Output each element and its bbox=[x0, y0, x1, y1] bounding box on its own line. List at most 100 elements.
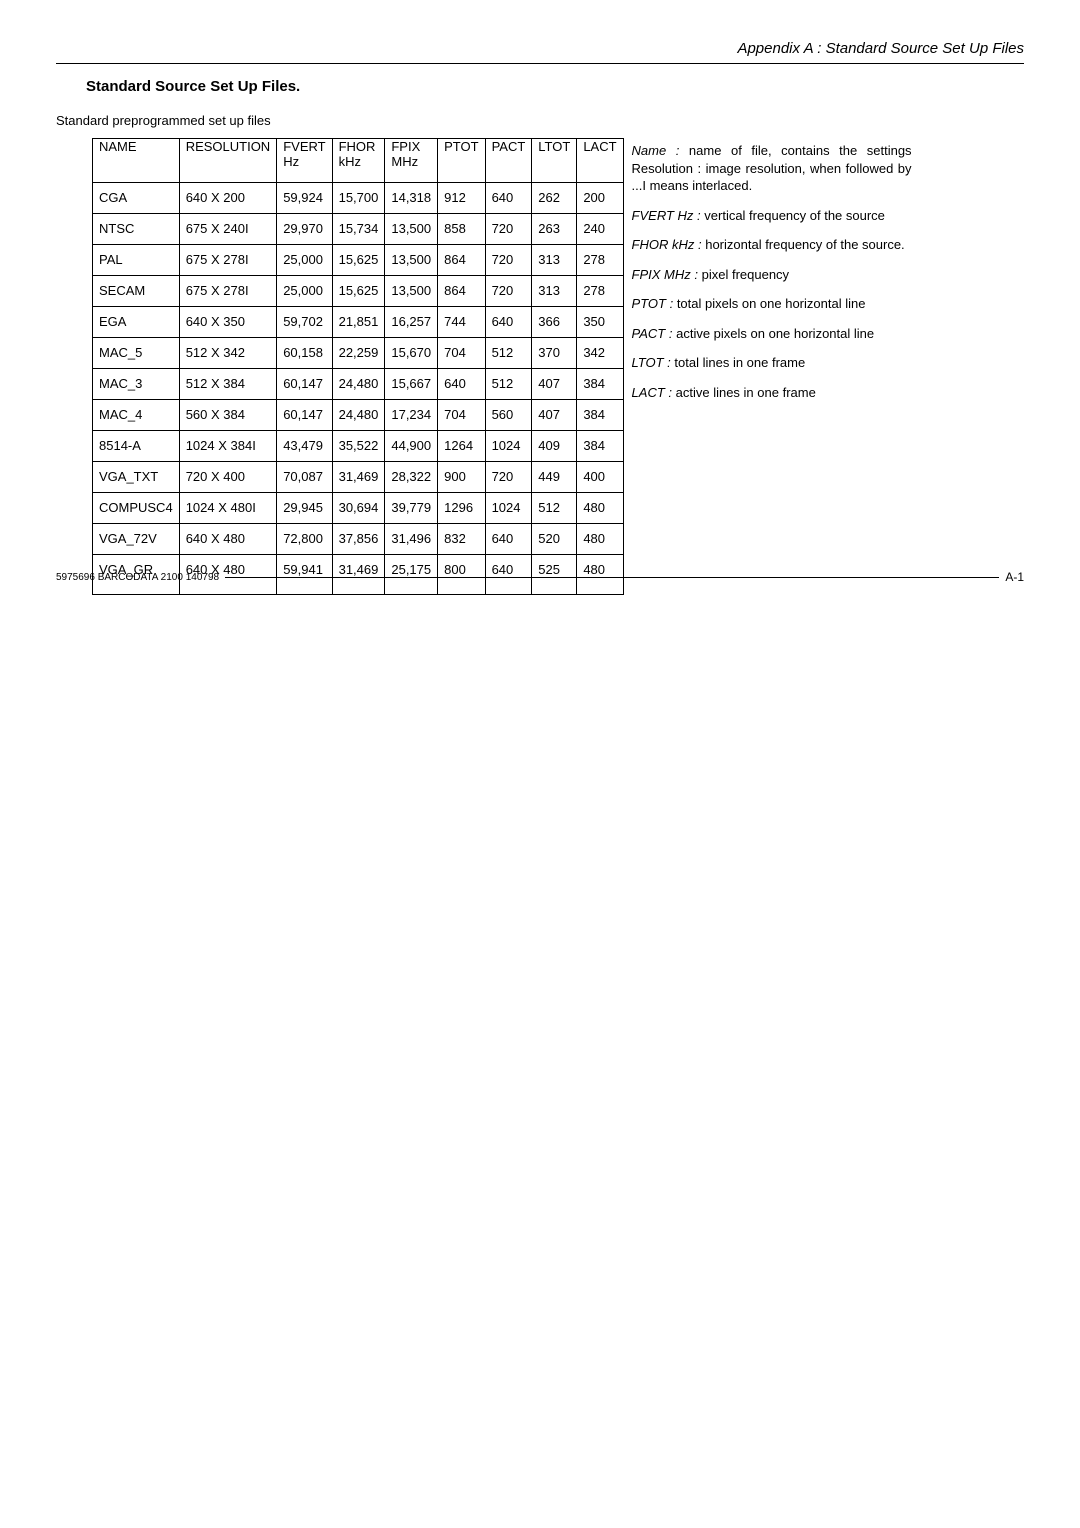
table-cell: 30,694 bbox=[332, 493, 385, 524]
table-cell: 520 bbox=[532, 524, 577, 555]
col-header-label: RESOLUTION bbox=[186, 139, 271, 154]
table-cell: EGA bbox=[93, 307, 180, 338]
definition-term: PTOT : bbox=[632, 296, 674, 311]
table-cell: 25,000 bbox=[277, 245, 332, 276]
table-cell: 13,500 bbox=[385, 276, 438, 307]
table-cell: 14,318 bbox=[385, 183, 438, 214]
table-cell: 29,970 bbox=[277, 214, 332, 245]
page-footer: 5975696 BARCODATA 2100 140798 A-1 bbox=[0, 570, 1080, 584]
table-row: MAC_4560 X 38460,14724,48017,23470456040… bbox=[93, 400, 624, 431]
source-setup-table: NAME RESOLUTION FVERTHzFHORkHzFPIXMHz PTOT P… bbox=[92, 138, 624, 595]
table-cell: 675 X 240I bbox=[179, 214, 277, 245]
table-cell: 24,480 bbox=[332, 400, 385, 431]
table-cell: 720 bbox=[485, 214, 532, 245]
table-cell: 350 bbox=[577, 307, 623, 338]
table-cell: 384 bbox=[577, 400, 623, 431]
table-cell: COMPUSC4 bbox=[93, 493, 180, 524]
table-row: EGA640 X 35059,70221,85116,2577446403663… bbox=[93, 307, 624, 338]
definition-item: FPIX MHz : pixel frequency bbox=[632, 266, 912, 284]
col-header-label: FVERT bbox=[283, 139, 325, 154]
table-cell: 313 bbox=[532, 245, 577, 276]
table-cell: NTSC bbox=[93, 214, 180, 245]
column-definitions: Name : name of file, contains the settin… bbox=[632, 138, 912, 413]
table-cell: 560 X 384 bbox=[179, 400, 277, 431]
definition-text: vertical frequency of the source bbox=[701, 208, 885, 223]
table-cell: 384 bbox=[577, 369, 623, 400]
table-cell: 832 bbox=[438, 524, 485, 555]
table-cell: MAC_3 bbox=[93, 369, 180, 400]
col-header-unit: MHz bbox=[391, 154, 431, 169]
table-row: CGA640 X 20059,92415,70014,3189126402622… bbox=[93, 183, 624, 214]
definition-term: PACT : bbox=[632, 326, 673, 341]
table-cell: 60,147 bbox=[277, 400, 332, 431]
table-cell: 366 bbox=[532, 307, 577, 338]
definition-term: Name : bbox=[632, 143, 680, 158]
table-cell: 31,469 bbox=[332, 462, 385, 493]
table-cell: 1024 X 384I bbox=[179, 431, 277, 462]
col-header-label: PACT bbox=[492, 139, 526, 154]
table-cell: 560 bbox=[485, 400, 532, 431]
table-col-header: LACT bbox=[577, 139, 623, 183]
col-header-label: LTOT bbox=[538, 139, 570, 154]
section-title: Standard Source Set Up Files. bbox=[56, 78, 1024, 95]
table-cell: 720 bbox=[485, 245, 532, 276]
table-cell: 675 X 278I bbox=[179, 245, 277, 276]
table-cell: 864 bbox=[438, 276, 485, 307]
table-cell: 864 bbox=[438, 245, 485, 276]
table-cell: 409 bbox=[532, 431, 577, 462]
table-cell: PAL bbox=[93, 245, 180, 276]
table-cell: 37,856 bbox=[332, 524, 385, 555]
definition-text: active lines in one frame bbox=[672, 385, 816, 400]
table-cell: 70,087 bbox=[277, 462, 332, 493]
table-cell: 60,147 bbox=[277, 369, 332, 400]
table-row: 8514-A1024 X 384I43,47935,52244,90012641… bbox=[93, 431, 624, 462]
table-cell: 13,500 bbox=[385, 214, 438, 245]
table-cell: 704 bbox=[438, 400, 485, 431]
table-cell: 480 bbox=[577, 493, 623, 524]
table-cell: 704 bbox=[438, 338, 485, 369]
table-cell: 59,924 bbox=[277, 183, 332, 214]
table-col-header: PTOT bbox=[438, 139, 485, 183]
table-cell: 744 bbox=[438, 307, 485, 338]
table-cell: 640 bbox=[485, 183, 532, 214]
definition-item: FVERT Hz : vertical frequency of the sou… bbox=[632, 207, 912, 225]
table-cell: 313 bbox=[532, 276, 577, 307]
table-cell: 35,522 bbox=[332, 431, 385, 462]
definition-item: PACT : active pixels on one horizontal l… bbox=[632, 325, 912, 343]
table-col-header: FPIXMHz bbox=[385, 139, 438, 183]
table-row: SECAM675 X 278I25,00015,62513,5008647203… bbox=[93, 276, 624, 307]
table-cell: MAC_5 bbox=[93, 338, 180, 369]
source-table-wrapper: NAME RESOLUTION FVERTHzFHORkHzFPIXMHz PTOT P… bbox=[92, 138, 624, 595]
table-cell: 1024 bbox=[485, 431, 532, 462]
table-cell: 720 X 400 bbox=[179, 462, 277, 493]
footer-doc-code: 5975696 BARCODATA 2100 140798 bbox=[56, 572, 225, 583]
table-col-header: FVERTHz bbox=[277, 139, 332, 183]
definition-item: LACT : active lines in one frame bbox=[632, 384, 912, 402]
table-cell: 240 bbox=[577, 214, 623, 245]
table-cell: 720 bbox=[485, 462, 532, 493]
definition-term: FPIX MHz : bbox=[632, 267, 698, 282]
table-cell: 675 X 278I bbox=[179, 276, 277, 307]
definition-term: LTOT : bbox=[632, 355, 671, 370]
table-cell: 640 X 480 bbox=[179, 524, 277, 555]
table-cell: 15,667 bbox=[385, 369, 438, 400]
table-cell: 720 bbox=[485, 276, 532, 307]
table-cell: 200 bbox=[577, 183, 623, 214]
definition-item: LTOT : total lines in one frame bbox=[632, 354, 912, 372]
definition-text: pixel frequency bbox=[698, 267, 789, 282]
table-cell: 900 bbox=[438, 462, 485, 493]
table-col-header: FHORkHz bbox=[332, 139, 385, 183]
definition-item: Name : name of file, contains the settin… bbox=[632, 142, 912, 195]
table-cell: 1296 bbox=[438, 493, 485, 524]
table-cell: 22,259 bbox=[332, 338, 385, 369]
col-header-label: PTOT bbox=[444, 139, 478, 154]
table-cell: 1264 bbox=[438, 431, 485, 462]
col-header-label: FHOR bbox=[339, 139, 379, 154]
table-cell: 512 X 384 bbox=[179, 369, 277, 400]
table-cell: 640 bbox=[485, 307, 532, 338]
table-cell: 17,234 bbox=[385, 400, 438, 431]
section-subcaption: Standard preprogrammed set up files bbox=[56, 113, 1024, 128]
table-row: COMPUSC41024 X 480I29,94530,69439,779129… bbox=[93, 493, 624, 524]
table-col-header: NAME bbox=[93, 139, 180, 183]
table-cell: SECAM bbox=[93, 276, 180, 307]
